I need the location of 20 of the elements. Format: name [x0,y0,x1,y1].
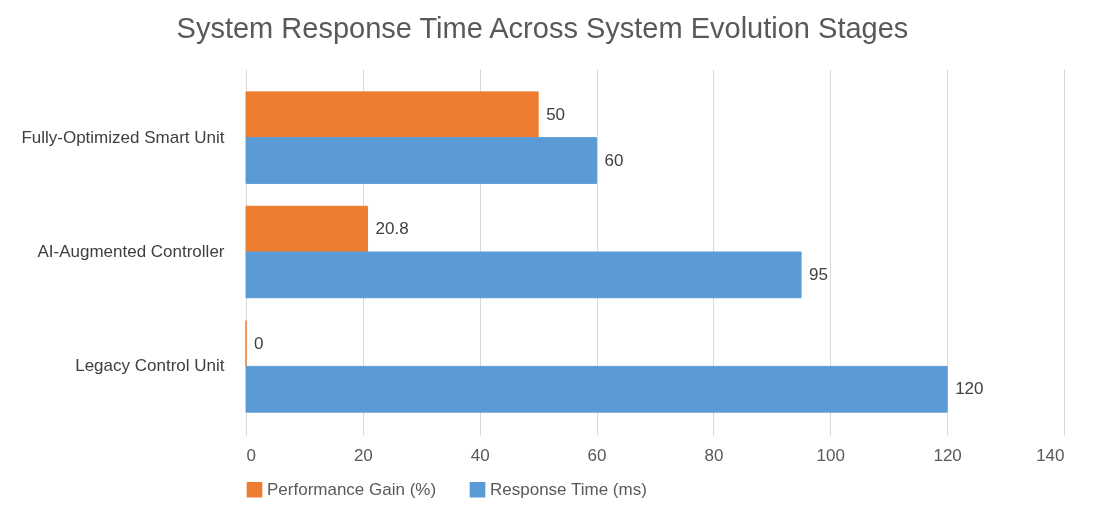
x-tick-label: 140 [1036,445,1065,465]
x-tick-label: 20 [353,445,373,465]
data-label: 95 [809,264,828,284]
x-tick-label: 0 [246,445,256,465]
data-label: 20.8 [375,219,409,239]
data-label: 50 [546,104,566,124]
x-tick-label: 120 [933,445,962,465]
x-tick-label: 60 [587,445,607,465]
x-tick-label: 100 [816,445,845,465]
data-label: 0 [254,333,264,353]
data-label: 120 [955,379,984,399]
data-label: 60 [604,150,624,170]
y-tick-label: Fully-Optimized Smart Unit [21,127,225,147]
y-tick-label: Legacy Control Unit [75,356,225,376]
legend-label: Response Time (ms) [490,479,647,499]
legend-label: Performance Gain (%) [267,479,437,499]
x-tick-label: 40 [470,445,490,465]
x-tick-label: 80 [704,445,724,465]
chart-title: System Response Time Across System Evolution Stages [176,12,909,44]
y-tick-label: AI-Augmented Controller [37,242,225,261]
